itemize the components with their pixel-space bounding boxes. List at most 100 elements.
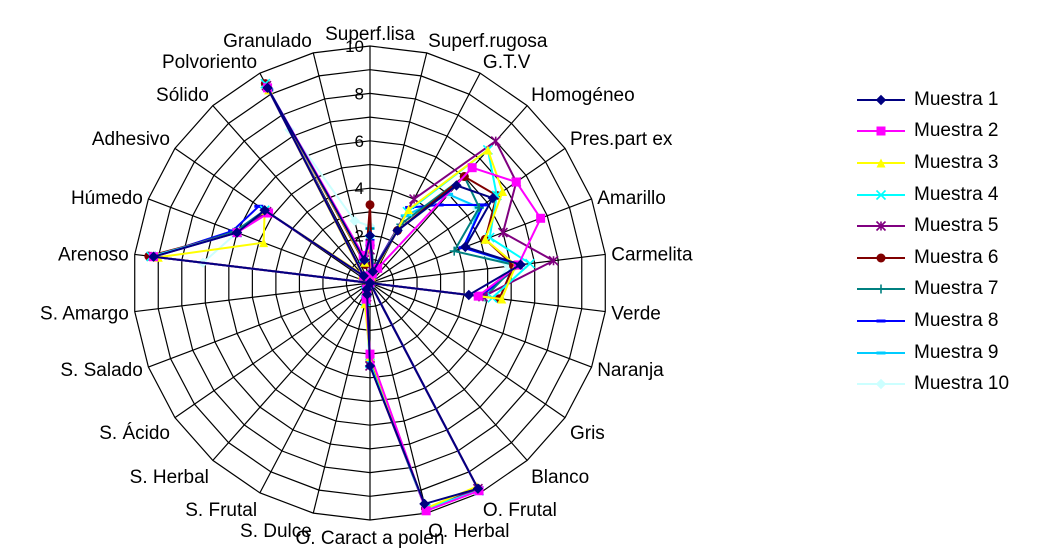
series-marker (404, 205, 414, 215)
legend-swatch (857, 378, 905, 390)
series-marker (231, 227, 243, 238)
axis-label: O. Herbal (428, 521, 509, 542)
legend-swatch (857, 158, 905, 168)
axis-label: Homogéneo (531, 85, 635, 106)
series-marker (349, 215, 360, 227)
axis-label: Arenoso (58, 245, 129, 266)
series-marker (548, 255, 559, 266)
legend-label: Muestra 9 (914, 341, 999, 363)
series-marker (373, 263, 383, 273)
series-marker (434, 203, 444, 207)
series-marker (478, 203, 488, 207)
axis-label: S. Amargo (40, 303, 129, 324)
series-marker (364, 360, 376, 372)
legend-label: Muestra 7 (914, 278, 999, 300)
grid-spoke (369, 198, 592, 284)
legend-item: Muestra 10 (855, 368, 1045, 400)
series-marker (419, 498, 430, 510)
series-marker (359, 254, 370, 266)
axis-label: Pres.part ex (570, 129, 673, 150)
series-marker (361, 294, 371, 304)
series-marker (364, 277, 376, 289)
radar-series (144, 78, 559, 516)
axis-label: O. Caract a polen (296, 528, 445, 548)
legend-item: Muestra 8 (855, 305, 1045, 337)
legend-label: Muestra 10 (914, 373, 1010, 395)
axis-label: S. Ácido (99, 423, 170, 444)
legend-item: Muestra 9 (855, 337, 1045, 369)
series-marker (876, 253, 886, 263)
grid-spoke (148, 282, 371, 368)
series-marker (148, 251, 159, 262)
series-marker (876, 351, 886, 355)
axis-label: Húmedo (71, 188, 143, 209)
grid-spoke (369, 282, 528, 461)
axis-label: Carmelita (611, 245, 693, 266)
axis-label: Superf.rugosa (428, 31, 548, 52)
legend-item: Muestra 3 (855, 147, 1045, 179)
axis-label: G.T.V (483, 52, 531, 73)
series-line (153, 87, 524, 506)
tick-label: 6 (355, 132, 364, 151)
legend-item: Muestra 7 (855, 274, 1045, 306)
series-line (153, 89, 518, 510)
grid-spoke (312, 282, 371, 514)
axis-label: S. Herbal (130, 467, 209, 488)
legend-swatch (857, 253, 905, 263)
series-marker (536, 213, 546, 223)
series-marker (259, 238, 269, 248)
series-marker (498, 186, 508, 196)
series-marker (460, 241, 471, 253)
series-marker (259, 205, 270, 216)
axis-label: Sólido (156, 85, 209, 106)
grid-spoke (369, 282, 566, 419)
grid-spoke (369, 282, 592, 368)
series-marker (487, 192, 499, 204)
tick-label: 8 (355, 84, 364, 103)
legend-swatch (857, 319, 905, 323)
series-marker (444, 192, 454, 196)
series-marker (480, 234, 490, 244)
legend-item: Muestra 5 (855, 210, 1045, 242)
series-marker (474, 203, 484, 213)
series-marker (392, 225, 403, 236)
axis-label: Naranja (597, 360, 664, 381)
axis-label: O. Frutal (483, 500, 557, 521)
series-marker (483, 145, 493, 155)
series-marker (497, 227, 509, 238)
series-marker (365, 200, 375, 210)
series-marker (367, 266, 379, 277)
series-marker (511, 177, 521, 187)
tick-label: 4 (355, 179, 364, 198)
legend-label: Muestra 5 (914, 215, 999, 237)
grid-spoke (369, 253, 606, 284)
series-marker (449, 246, 459, 256)
grid-spoke (312, 52, 371, 284)
series-marker (876, 284, 886, 294)
series-marker (490, 136, 501, 147)
series-marker (463, 289, 475, 301)
axis-label: Polvoriento (162, 52, 257, 73)
series-line (153, 89, 518, 510)
tick-label: 2 (355, 227, 364, 246)
series-marker (876, 158, 886, 168)
series-line (158, 89, 518, 510)
legend-item: Muestra 4 (855, 179, 1045, 211)
series-marker (421, 506, 431, 516)
series-marker (524, 258, 536, 269)
legend-label: Muestra 1 (914, 88, 999, 110)
grid-spoke (369, 147, 566, 284)
series-marker (497, 294, 507, 304)
legend-swatch (857, 94, 905, 106)
axis-label: Amarillo (597, 188, 666, 209)
axis-label: Blanco (531, 467, 589, 488)
series-marker (875, 221, 887, 232)
series-marker (254, 204, 264, 208)
grid-spoke (174, 282, 371, 419)
axis-label: S. Salado (60, 360, 142, 381)
tick-label: 10 (345, 37, 364, 56)
axis-label: Superf.lisa (325, 24, 415, 45)
series-muestra-1 (148, 82, 526, 510)
grid-spoke (259, 282, 371, 494)
